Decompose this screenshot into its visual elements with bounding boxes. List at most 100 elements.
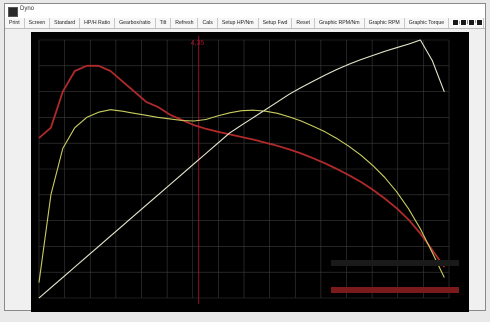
tool-button-1[interactable] <box>452 19 459 26</box>
rpm-point <box>86 256 88 258</box>
title-bar: Dyno <box>5 4 485 19</box>
menu-item-5[interactable]: Tilt <box>156 18 172 28</box>
torque-point <box>253 139 254 140</box>
rpm-point <box>122 225 123 227</box>
power-point <box>98 111 99 113</box>
power-point <box>193 120 195 122</box>
rpm-point <box>217 142 219 144</box>
power-point <box>253 109 254 111</box>
tool-button-4[interactable] <box>476 19 483 26</box>
rpm-point <box>443 91 445 92</box>
rpm-point <box>324 74 326 76</box>
power-point <box>336 138 338 139</box>
torque-point <box>408 219 409 220</box>
menu-item-3[interactable]: HP/H Ratio <box>80 18 116 28</box>
torque-point <box>193 124 195 126</box>
window-controls <box>452 19 483 26</box>
rpm-point <box>229 132 231 134</box>
torque-point <box>372 189 374 190</box>
power-point <box>229 112 231 114</box>
dyno-chart-area[interactable]: 4,35 <box>31 32 469 312</box>
rpm-point <box>62 277 64 278</box>
torque-point <box>229 134 231 135</box>
menu-item-7[interactable]: Cals <box>198 18 218 28</box>
power-point <box>110 109 111 111</box>
torque-point <box>133 91 135 92</box>
cursor-label: 4,35 <box>191 40 205 47</box>
power-point <box>277 112 278 114</box>
torque-point <box>86 65 88 67</box>
power-point <box>241 110 242 112</box>
rpm-point <box>133 215 135 216</box>
torque-point <box>396 207 397 209</box>
power-point <box>74 127 76 129</box>
rpm-point <box>38 297 40 299</box>
menu-item-0[interactable]: Print <box>5 18 25 28</box>
legend-row-2 <box>331 287 459 293</box>
power-point <box>50 194 52 196</box>
power-point <box>133 112 135 114</box>
torque-point <box>300 153 302 154</box>
rpm-point <box>205 153 207 154</box>
power-point <box>265 110 266 112</box>
window-title: Dyno <box>20 6 35 12</box>
rpm-point <box>288 93 290 95</box>
torque-point <box>50 127 52 129</box>
menu-item-1[interactable]: Screen <box>25 18 51 28</box>
menu-item-9[interactable]: Setup Fwd <box>259 18 293 28</box>
rpm-point <box>431 60 433 61</box>
torque-point <box>431 249 433 251</box>
menu-item-6[interactable]: Refresh <box>171 18 199 28</box>
torque-point <box>384 198 385 199</box>
tool-button-3[interactable] <box>468 19 475 26</box>
torque-point <box>169 114 171 116</box>
torque-point <box>122 80 123 82</box>
power-point <box>431 252 433 253</box>
power-point <box>181 120 183 121</box>
power-point <box>62 148 64 149</box>
power-point <box>300 120 302 122</box>
power-point <box>217 115 219 117</box>
power-point <box>205 119 207 120</box>
rpm-point <box>193 163 195 165</box>
power-point <box>312 125 314 127</box>
torque-point <box>288 149 290 150</box>
torque-point <box>443 266 445 268</box>
rpm-point <box>336 69 338 70</box>
menu-item-10[interactable]: Reset <box>292 18 315 28</box>
menu-item-13[interactable]: Graphic Torque <box>405 18 450 28</box>
power-point <box>384 176 385 178</box>
torque-point <box>110 70 111 72</box>
torque-point <box>265 142 266 144</box>
rpm-point <box>360 59 362 60</box>
power-point <box>396 191 397 193</box>
power-point <box>38 282 40 283</box>
menu-item-11[interactable]: Graphic RPM/Nm <box>315 18 365 28</box>
chart-series <box>38 39 445 299</box>
menu-item-2[interactable]: Standard <box>50 18 81 28</box>
torque-point <box>277 145 278 147</box>
menu-item-8[interactable]: Setup HP/Nm <box>218 18 259 28</box>
power-point <box>86 117 88 118</box>
torque-point <box>360 181 362 183</box>
rpm-point <box>265 109 266 111</box>
rpm-point <box>277 101 278 103</box>
power-point <box>408 208 409 210</box>
power-point <box>122 110 123 112</box>
rpm-point <box>169 184 171 185</box>
menu-item-4[interactable]: Gearbox/ratio <box>115 18 156 28</box>
rpm-point <box>74 266 76 268</box>
dyno-chart[interactable]: 4,35 <box>31 32 469 312</box>
torque-point <box>38 137 40 139</box>
menu-item-12[interactable]: Graphic RPM <box>365 18 405 28</box>
torque-point <box>62 91 64 92</box>
rpm-point <box>253 117 254 118</box>
rpm-cursor[interactable]: 4,35 <box>191 36 205 304</box>
chart-legend <box>331 260 459 293</box>
rpm-point <box>157 194 159 196</box>
power-point <box>157 117 159 118</box>
torque-point <box>420 233 421 234</box>
power-point <box>348 145 350 147</box>
tool-button-2[interactable] <box>460 19 467 26</box>
power-point <box>443 277 445 278</box>
